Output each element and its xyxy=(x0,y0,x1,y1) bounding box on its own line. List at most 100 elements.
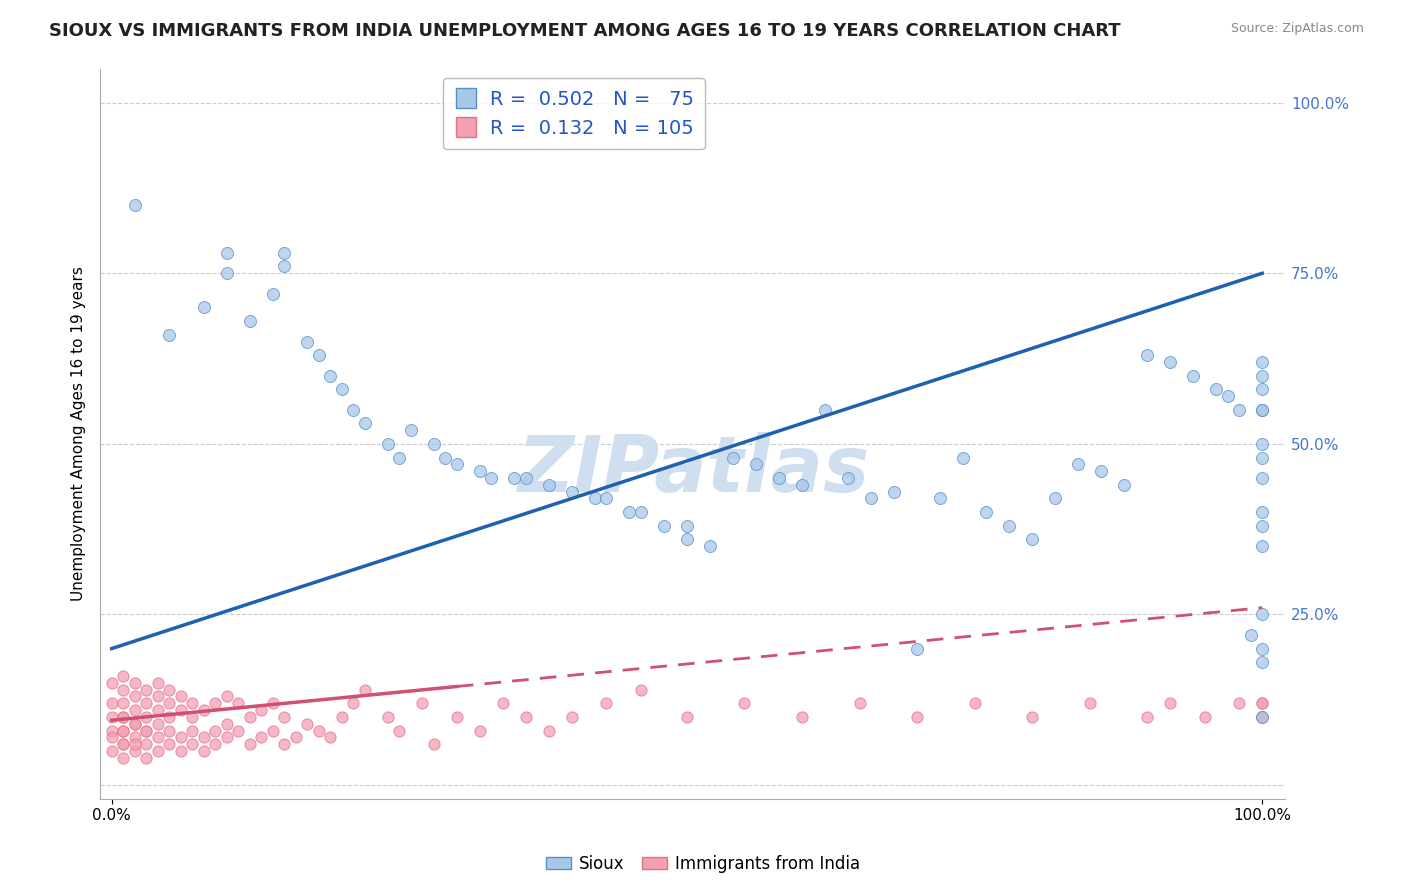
Point xyxy=(124,737,146,751)
Point xyxy=(215,245,238,260)
Point xyxy=(262,723,284,738)
Point xyxy=(112,723,135,738)
Point xyxy=(377,437,399,451)
Point xyxy=(745,458,768,472)
Point xyxy=(146,744,169,758)
Point xyxy=(135,737,157,751)
Point xyxy=(1251,437,1274,451)
Point xyxy=(124,675,146,690)
Point xyxy=(595,491,617,506)
Point xyxy=(112,710,135,724)
Point xyxy=(1251,505,1274,519)
Point xyxy=(630,682,652,697)
Point xyxy=(297,716,319,731)
Point xyxy=(100,723,122,738)
Point xyxy=(135,682,157,697)
Point xyxy=(170,690,193,704)
Point xyxy=(215,716,238,731)
Point xyxy=(1067,458,1090,472)
Point xyxy=(181,737,204,751)
Point xyxy=(1227,402,1250,417)
Point xyxy=(181,723,204,738)
Point xyxy=(1251,402,1274,417)
Point xyxy=(1205,382,1227,396)
Point xyxy=(1227,696,1250,710)
Point xyxy=(905,710,928,724)
Point xyxy=(790,478,813,492)
Point xyxy=(112,710,135,724)
Point xyxy=(388,450,411,465)
Point xyxy=(1136,710,1159,724)
Point xyxy=(135,723,157,738)
Point xyxy=(157,682,180,697)
Point xyxy=(676,710,699,724)
Point xyxy=(848,696,870,710)
Point xyxy=(124,198,146,212)
Point xyxy=(423,437,446,451)
Point xyxy=(652,518,675,533)
Y-axis label: Unemployment Among Ages 16 to 19 years: Unemployment Among Ages 16 to 19 years xyxy=(72,266,86,601)
Text: Source: ZipAtlas.com: Source: ZipAtlas.com xyxy=(1230,22,1364,36)
Point xyxy=(503,471,526,485)
Point xyxy=(170,744,193,758)
Point xyxy=(1136,348,1159,362)
Point xyxy=(193,744,215,758)
Point xyxy=(204,696,226,710)
Point xyxy=(1251,655,1274,669)
Point xyxy=(342,696,364,710)
Point xyxy=(215,731,238,745)
Point xyxy=(215,266,238,280)
Point xyxy=(721,450,744,465)
Point xyxy=(468,723,491,738)
Point xyxy=(135,723,157,738)
Point xyxy=(905,641,928,656)
Point xyxy=(1159,696,1181,710)
Point xyxy=(479,471,502,485)
Point xyxy=(630,505,652,519)
Point xyxy=(1251,696,1274,710)
Point xyxy=(1251,539,1274,553)
Point xyxy=(239,710,262,724)
Point xyxy=(262,696,284,710)
Point xyxy=(1043,491,1066,506)
Point xyxy=(308,348,330,362)
Point xyxy=(963,696,986,710)
Point xyxy=(1251,696,1274,710)
Point xyxy=(446,458,468,472)
Point xyxy=(204,723,226,738)
Point xyxy=(342,402,364,417)
Point xyxy=(883,484,905,499)
Point xyxy=(273,245,295,260)
Point xyxy=(124,703,146,717)
Point xyxy=(814,402,837,417)
Point xyxy=(319,731,342,745)
Point xyxy=(423,737,446,751)
Point xyxy=(124,716,146,731)
Point xyxy=(790,710,813,724)
Text: ZIPatlas: ZIPatlas xyxy=(516,432,869,508)
Point xyxy=(974,505,997,519)
Point xyxy=(146,675,169,690)
Point xyxy=(468,464,491,478)
Point xyxy=(204,737,226,751)
Point xyxy=(250,703,273,717)
Point xyxy=(619,505,641,519)
Point xyxy=(330,382,353,396)
Point xyxy=(124,731,146,745)
Point xyxy=(135,751,157,765)
Point xyxy=(297,334,319,349)
Point xyxy=(1251,450,1274,465)
Point xyxy=(388,723,411,738)
Point xyxy=(515,471,537,485)
Point xyxy=(733,696,755,710)
Point xyxy=(353,417,375,431)
Point xyxy=(146,703,169,717)
Point xyxy=(135,710,157,724)
Point xyxy=(515,710,537,724)
Point xyxy=(250,731,273,745)
Point xyxy=(929,491,952,506)
Legend: Sioux, Immigrants from India: Sioux, Immigrants from India xyxy=(540,848,866,880)
Point xyxy=(1240,628,1263,642)
Point xyxy=(1078,696,1101,710)
Point xyxy=(330,710,353,724)
